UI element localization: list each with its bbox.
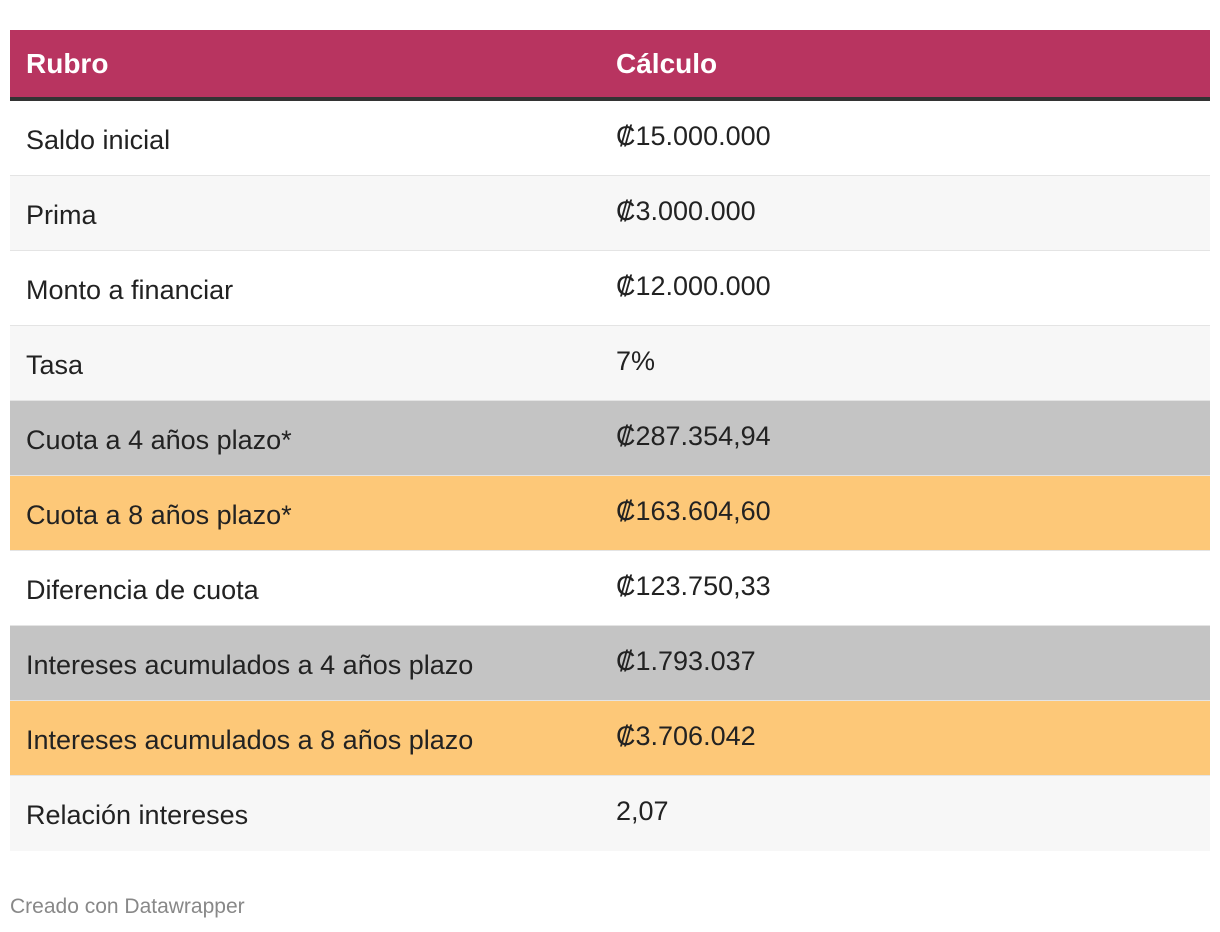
cell-rubro: Tasa xyxy=(26,349,84,380)
table-row: Cuota a 4 años plazo* ₡287.354,94 xyxy=(10,401,1210,476)
cell-calculo: ₡3.000.000 xyxy=(616,195,756,226)
cell-rubro: Intereses acumulados a 4 años plazo xyxy=(26,649,474,680)
table-row: Intereses acumulados a 4 años plazo ₡1.79… xyxy=(10,626,1210,701)
table-row: Saldo inicial ₡15.000.000 xyxy=(10,101,1210,176)
table-row: Monto a financiar ₡12.000.000 xyxy=(10,251,1210,326)
table-row: Diferencia de cuota ₡123.750,33 xyxy=(10,551,1210,626)
table-row: Cuota a 8 años plazo* ₡163.604,60 xyxy=(10,476,1210,551)
table-row: Prima ₡3.000.000 xyxy=(10,176,1210,251)
cell-rubro: Prima xyxy=(26,199,97,230)
cell-rubro: Diferencia de cuota xyxy=(26,574,259,605)
cell-rubro: Cuota a 8 años plazo* xyxy=(26,499,292,530)
table-row: Relación intereses 2,07 xyxy=(10,776,1210,851)
cell-calculo: ₡163.604,60 xyxy=(616,495,771,526)
header-rubro[interactable]: Rubro xyxy=(26,47,109,79)
table-row: Tasa 7% xyxy=(10,326,1210,401)
cell-calculo: 7% xyxy=(616,345,656,376)
cell-calculo: ₡287.354,94 xyxy=(616,420,771,451)
cell-rubro: Relación intereses xyxy=(26,800,249,830)
cell-rubro: Saldo inicial xyxy=(26,124,171,155)
header-calculo[interactable]: Cálculo xyxy=(616,47,718,79)
cell-calculo: ₡15.000.000 xyxy=(616,120,771,151)
data-table: Rubro Cálculo Saldo inicial ₡15.000.000 Pr… xyxy=(10,30,1210,851)
table-header-row: Rubro Cálculo xyxy=(10,30,1210,101)
cell-calculo: ₡12.000.000 xyxy=(616,270,771,301)
cell-calculo: 2,07 xyxy=(616,796,669,826)
datawrapper-credit: Creado con Datawrapper xyxy=(10,895,245,918)
cell-calculo: ₡3.706.042 xyxy=(616,720,756,751)
cell-calculo: ₡123.750,33 xyxy=(616,570,771,601)
table-body: Saldo inicial ₡15.000.000 Prima ₡3.000.000 M… xyxy=(10,101,1210,851)
cell-rubro: Cuota a 4 años plazo* xyxy=(26,424,292,455)
table-row: Intereses acumulados a 8 años plazo ₡3.70… xyxy=(10,701,1210,776)
cell-calculo: ₡1.793.037 xyxy=(616,645,756,676)
cell-rubro: Monto a financiar xyxy=(26,274,234,305)
cell-rubro: Intereses acumulados a 8 años plazo xyxy=(26,724,474,755)
